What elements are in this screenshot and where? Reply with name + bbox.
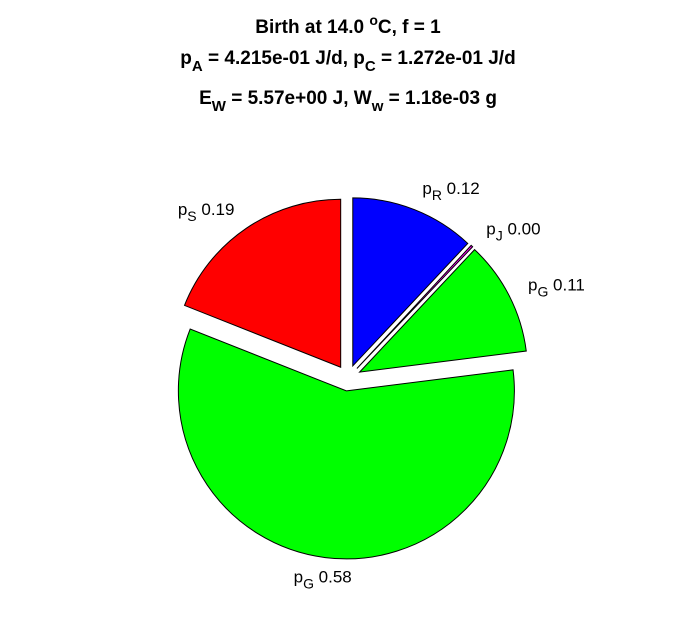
chart-title: Birth at 14.0 oC, f = 1 pA = 4.215e-01 J… bbox=[180, 12, 515, 115]
title-line-1: Birth at 14.0 oC, f = 1 bbox=[255, 12, 441, 38]
pie-slice-label-2: pG 0.11 bbox=[528, 275, 585, 299]
pie-slice-label-1: pJ 0.00 bbox=[486, 220, 540, 244]
pie-labels: pR 0.12 pJ 0.00 pG 0.11 pG 0.58 pS 0.19 bbox=[178, 179, 585, 591]
pie-slice-r-0 bbox=[352, 197, 469, 368]
pie-slice-s-4 bbox=[183, 198, 342, 368]
pie-slice-label-4: pS 0.19 bbox=[178, 200, 235, 224]
pie-slice-label-3: pG 0.58 bbox=[294, 567, 352, 591]
pie-slice-label-0: pR 0.12 bbox=[422, 179, 479, 203]
title-line-3: EW = 5.57e+00 J, Ww = 1.18e-03 g bbox=[199, 88, 497, 115]
pie-slice-j-1 bbox=[356, 244, 474, 369]
title-line-2: pA = 4.215e-01 J/d, pC = 1.272e-01 J/d bbox=[180, 48, 515, 75]
pie-slices bbox=[177, 197, 527, 560]
pie-slice-g-3 bbox=[177, 328, 515, 560]
pie-slice-g-2 bbox=[358, 248, 527, 373]
